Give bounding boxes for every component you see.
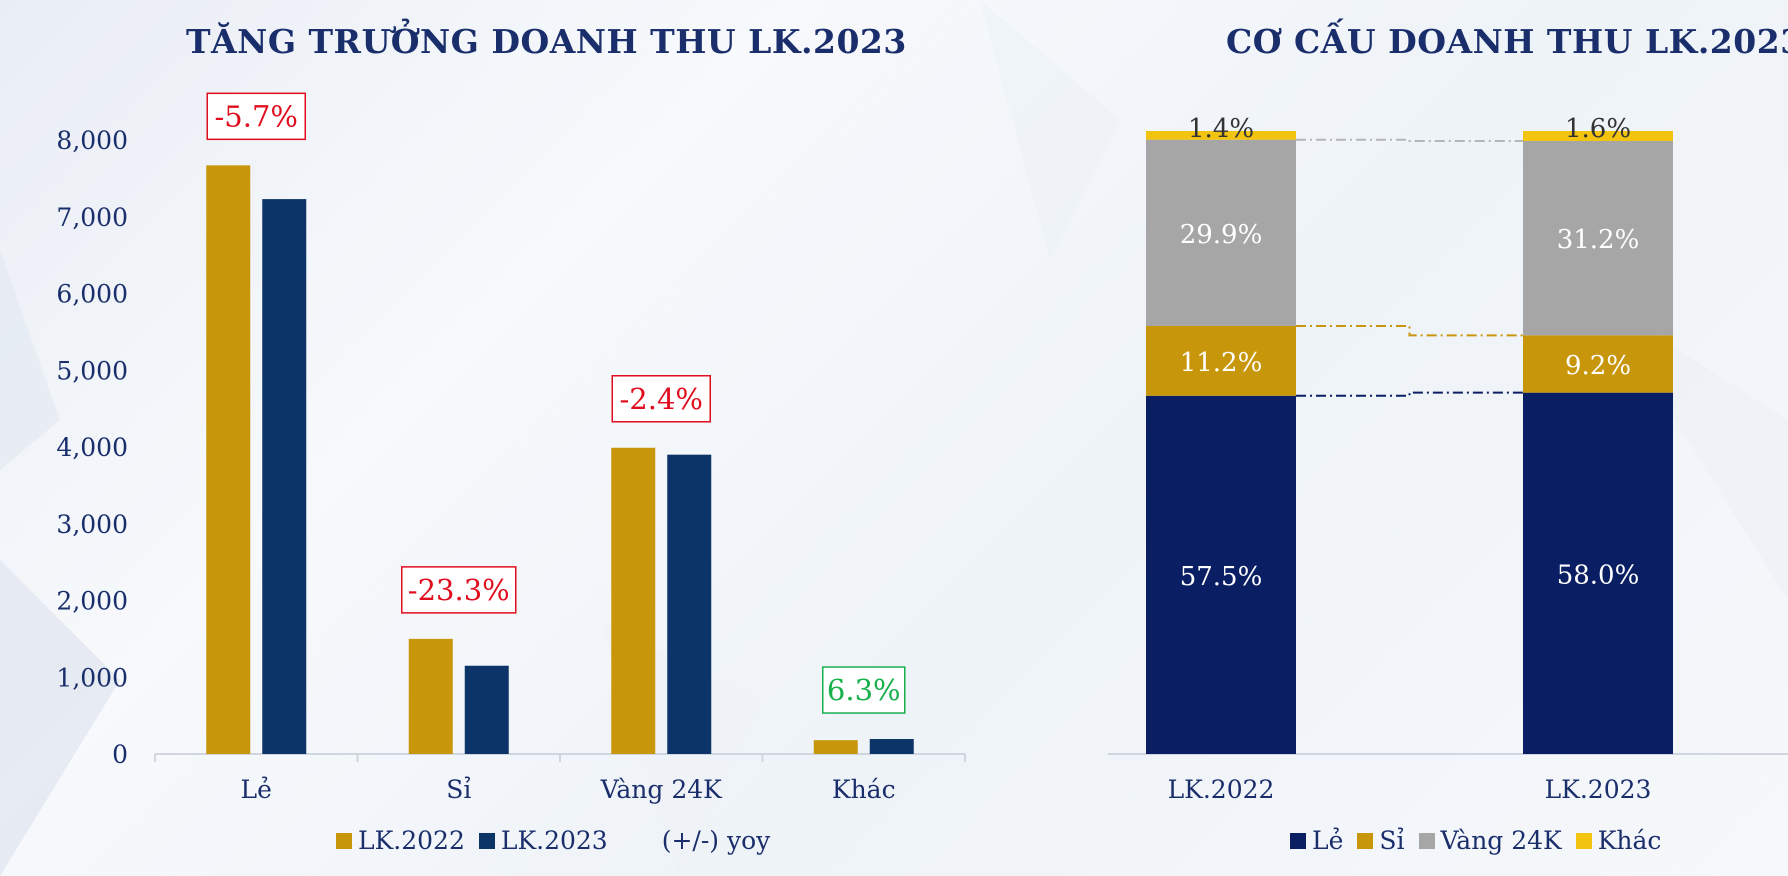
- segment-label: 1.6%: [1565, 114, 1631, 144]
- x-tick-label: Khác: [832, 775, 896, 804]
- segment-label: 58.0%: [1557, 560, 1640, 590]
- connector-line: [1296, 324, 1523, 337]
- right-chart-title: CƠ CẤU DOANH THU LK.2023: [1226, 22, 1788, 61]
- legend-label-si: Sỉ: [1379, 826, 1405, 855]
- y-tick-label: 3,000: [56, 510, 128, 539]
- stack-segment-1-0: [1146, 325, 1296, 396]
- legend-item-lk2022: LK.2022: [336, 826, 465, 855]
- x-tick-label: Sỉ: [446, 775, 471, 804]
- revenue-growth-chart: 0 1,000 2,000 3,000 4,000 5,000 6,000 7,000 8,00…: [56, 92, 966, 804]
- legend-swatch-le: [1290, 832, 1306, 849]
- segment-label: 29.9%: [1180, 220, 1263, 250]
- legend-swatch-vang: [1418, 832, 1435, 849]
- bar-lk2022-2: [611, 447, 656, 754]
- right-legend: Lẻ Sỉ Vàng 24K Khác: [1290, 826, 1675, 855]
- legend-label-lk2022: LK.2022: [358, 826, 465, 855]
- legend-item-le: Lẻ: [1290, 826, 1343, 855]
- stack-segment-3-1: [1523, 131, 1673, 141]
- segment-label: 31.2%: [1557, 225, 1640, 255]
- legend-label-vang: Vàng 24K: [1440, 826, 1562, 855]
- x-tick-label: LK.2023: [1545, 775, 1652, 804]
- stack-segment-0-1: [1523, 392, 1673, 754]
- yoy-box: [822, 666, 906, 714]
- x-tick-label: Vàng 24K: [600, 775, 724, 804]
- bar-lk2023-0: [262, 199, 307, 754]
- legend-swatch-khac: [1575, 832, 1592, 849]
- stack-segment-0-0: [1146, 395, 1296, 754]
- stack-segment-1-1: [1523, 335, 1673, 393]
- yoy-label: -5.7%: [215, 99, 298, 133]
- legend-swatch-lk2023: [478, 832, 495, 849]
- stack-segment-2-1: [1523, 140, 1673, 336]
- legend-swatch-si: [1357, 832, 1374, 849]
- y-tick-label: 8,000: [56, 126, 128, 155]
- x-tick-label: Lẻ: [241, 775, 272, 804]
- connector-line: [1296, 138, 1523, 142]
- bar-lk2023-3: [869, 739, 914, 754]
- legend-label-le: Lẻ: [1312, 826, 1344, 855]
- y-tick-label: 6,000: [56, 280, 128, 309]
- legend-item-khac: Khác: [1575, 826, 1662, 855]
- y-tick-label: 2,000: [56, 587, 128, 616]
- yoy-label: 6.3%: [827, 673, 901, 707]
- legend-item-yoy: (+/-) yoy: [661, 826, 771, 855]
- legend-item-vang: Vàng 24K: [1418, 826, 1562, 855]
- bar-lk2022-3: [813, 740, 858, 754]
- left-chart-title: TĂNG TRƯỞNG DOANH THU LK.2023: [186, 22, 907, 61]
- legend-item-si: Sỉ: [1357, 826, 1405, 855]
- stack-segment-2-0: [1146, 139, 1296, 326]
- yoy-box: [206, 92, 306, 141]
- segment-label: 1.4%: [1188, 114, 1254, 144]
- x-tick-label: LK.2022: [1168, 775, 1275, 804]
- legend-item-lk2023: LK.2023: [478, 826, 608, 855]
- legend-label-lk2023: LK.2023: [500, 826, 608, 855]
- segment-label: 11.2%: [1180, 348, 1263, 378]
- y-tick-label: 5,000: [56, 356, 128, 385]
- legend-label-khac: Khác: [1597, 826, 1662, 855]
- bar-lk2022-1: [408, 638, 453, 754]
- y-tick-label: 0: [112, 740, 128, 769]
- yoy-label: -23.3%: [408, 573, 510, 607]
- yoy-box: [611, 375, 711, 423]
- bar-lk2023-2: [667, 454, 712, 754]
- revenue-structure-chart: 57.5% 11.2% 29.9% 1.4% LK.2022 58.0% 9.2% 31.2%…: [1108, 114, 1788, 804]
- left-legend: LK.2022 LK.2023 (+/-) yoy: [336, 826, 784, 855]
- connector-line: [1296, 391, 1523, 397]
- y-tick-label: 4,000: [56, 433, 128, 462]
- segment-label: 57.5%: [1180, 562, 1263, 592]
- stack-segment-3-0: [1146, 131, 1296, 140]
- y-tick-label: 7,000: [56, 203, 128, 232]
- segment-label: 9.2%: [1565, 351, 1631, 381]
- yoy-label: -2.4%: [620, 382, 703, 416]
- y-tick-label: 1,000: [56, 663, 128, 692]
- bar-lk2022-0: [206, 165, 251, 754]
- legend-swatch-lk2022: [336, 832, 352, 849]
- bar-lk2023-1: [464, 665, 509, 754]
- yoy-box: [401, 566, 517, 614]
